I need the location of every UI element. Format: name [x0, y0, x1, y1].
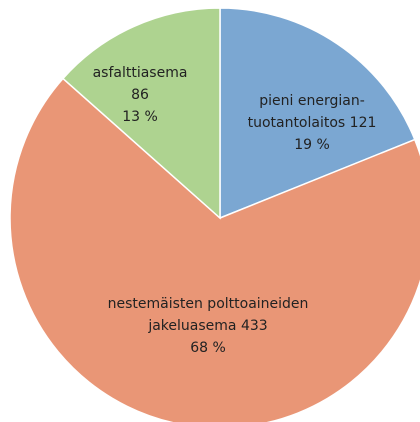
percentage-label: 13 %	[122, 109, 158, 125]
value-label: 121	[349, 115, 377, 131]
slice-label: nestemäisten polttoaineiden jakeluasema …	[88, 293, 328, 359]
pie-slice	[61, 7, 221, 220]
percentage-label: 68 %	[190, 340, 226, 356]
category-label: asfalttiasema	[92, 65, 188, 81]
value-label: 433	[240, 318, 268, 334]
pie-slice	[9, 77, 420, 422]
value-label: 86	[131, 87, 149, 103]
slice-label: pieni energian-tuotantolaitos 121 19 %	[237, 90, 387, 156]
pie-slice	[219, 7, 416, 220]
percentage-label: 19 %	[294, 137, 330, 153]
category-label: nestemäisten polttoaineiden jakeluasema	[107, 296, 309, 334]
category-label: pieni energian-tuotantolaitos	[247, 93, 365, 131]
slice-label: asfalttiasema 86 13 %	[85, 62, 195, 128]
